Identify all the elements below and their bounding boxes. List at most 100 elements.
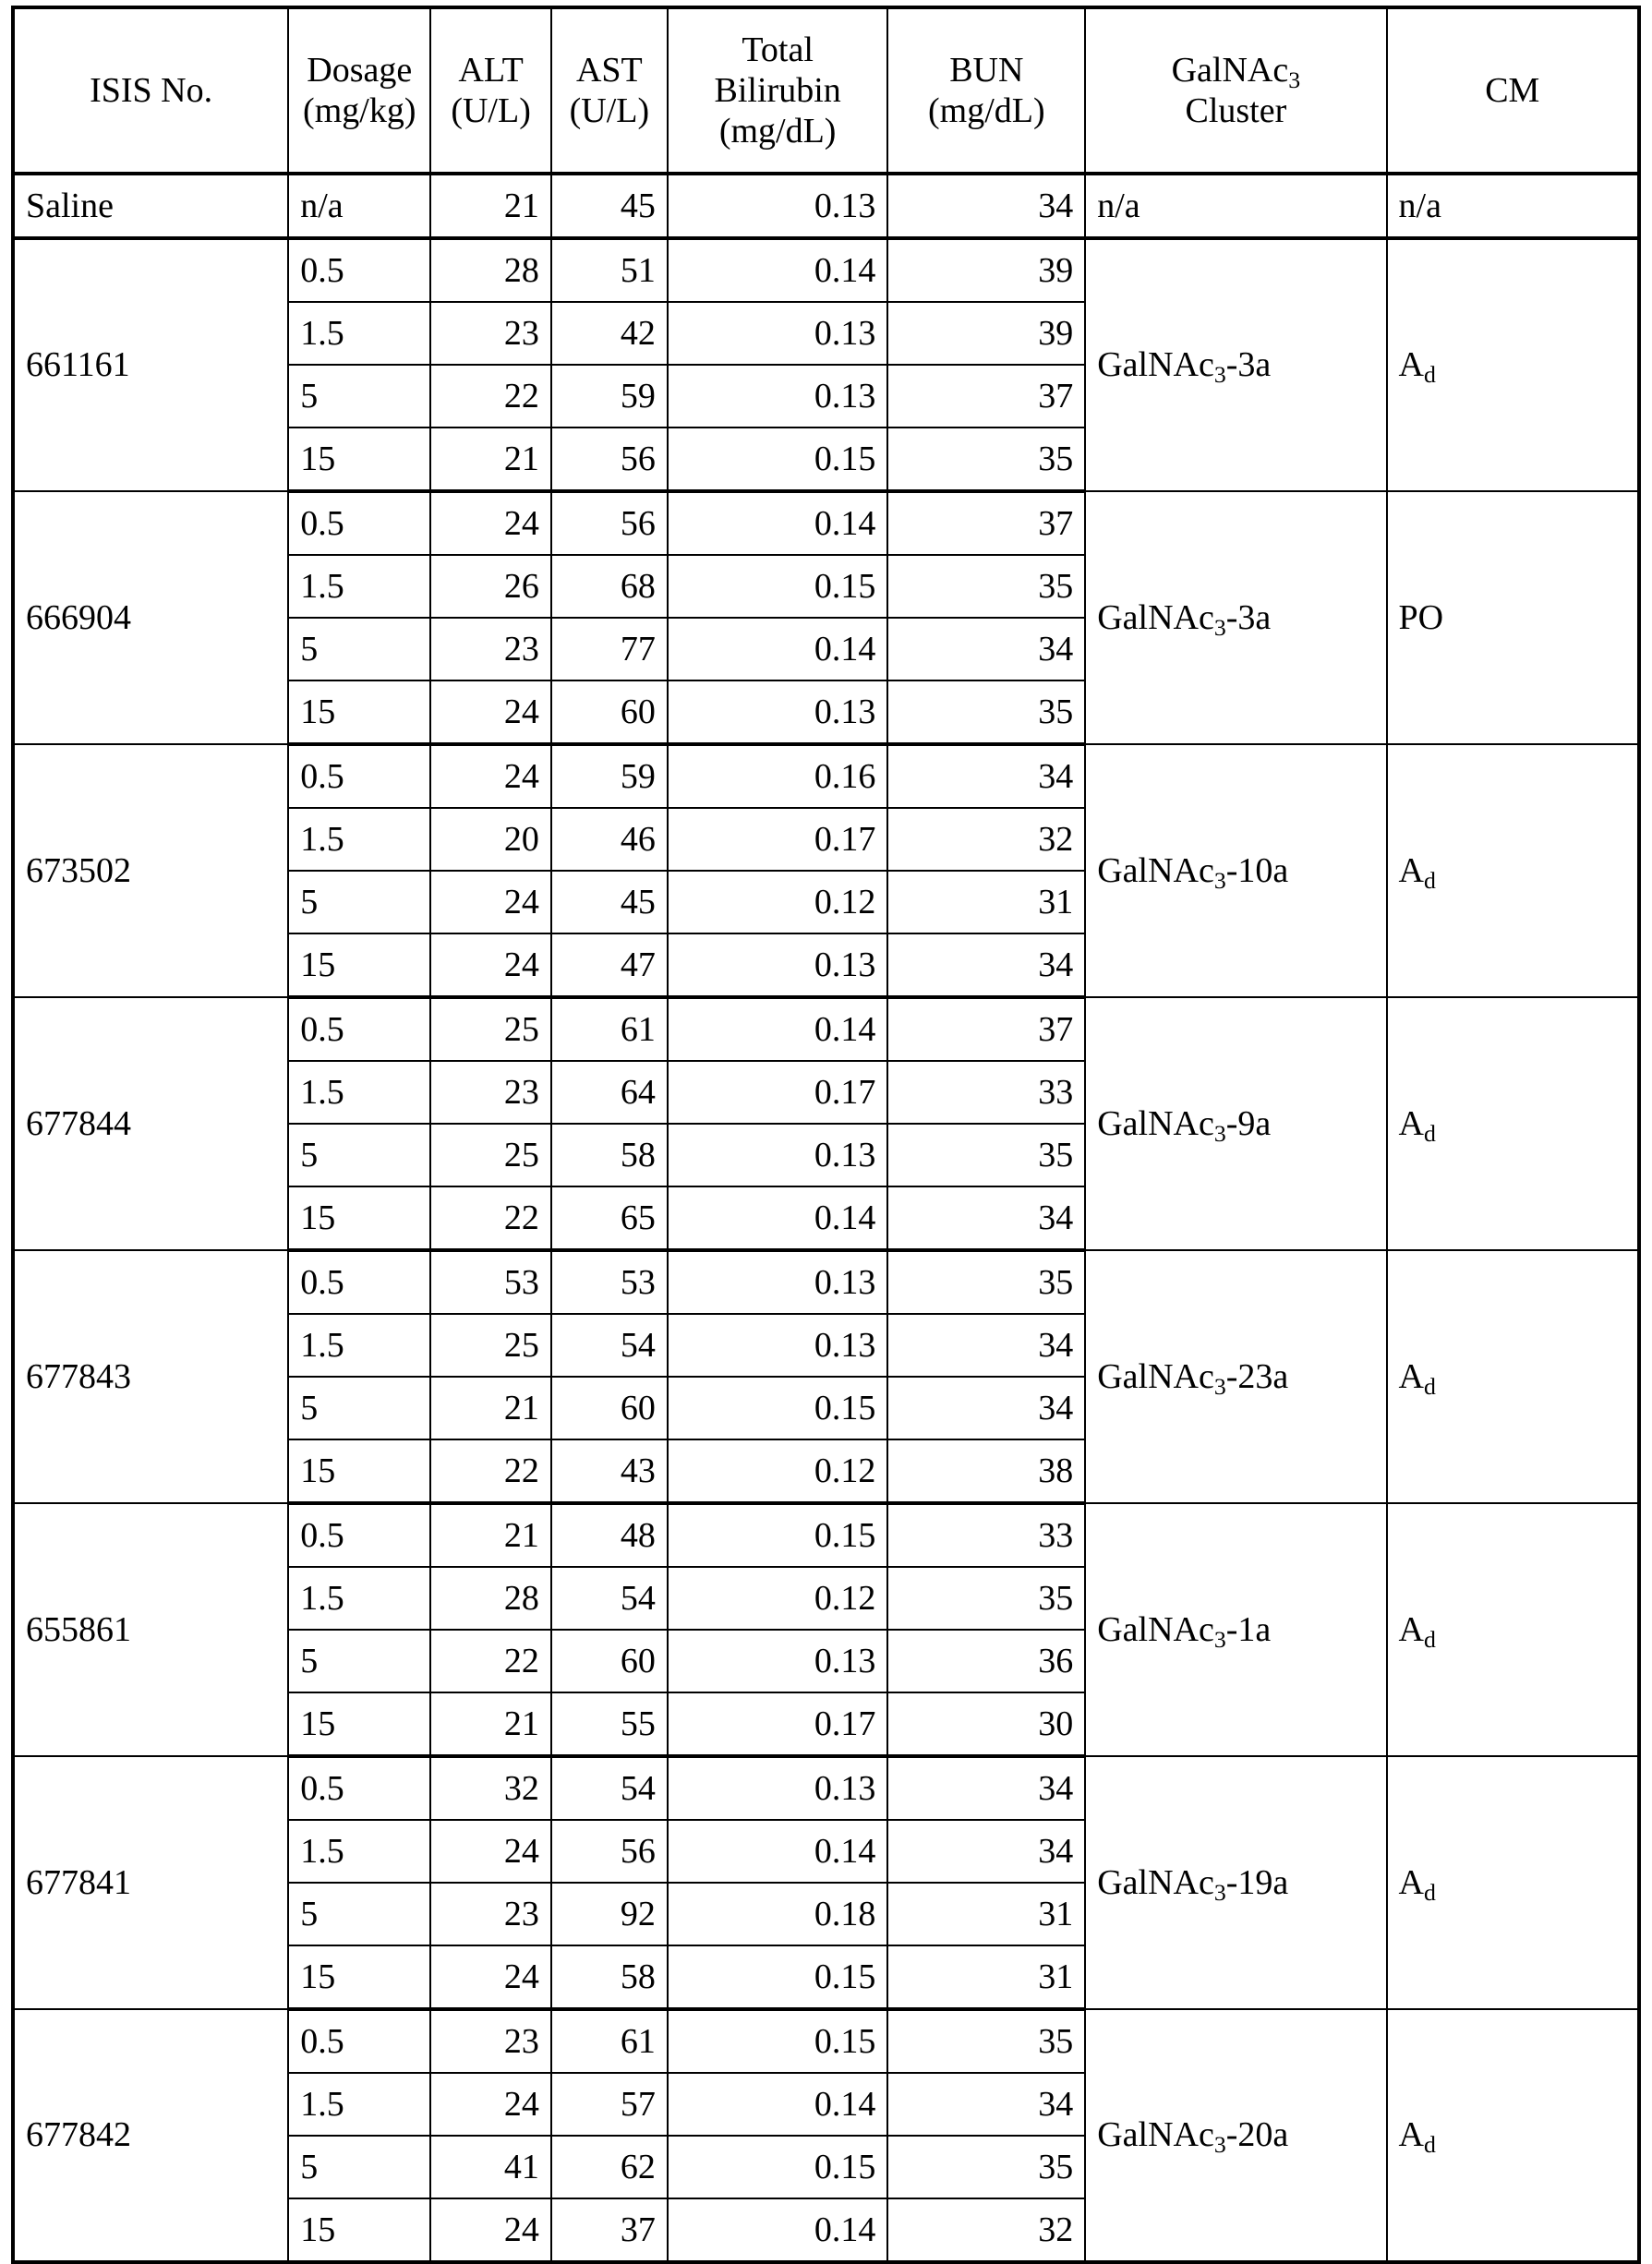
toxicology-table: ISIS No. Dosage (mg/kg) ALT (U/L) AST (U… <box>11 6 1641 2264</box>
cell-bun: 39 <box>887 302 1085 365</box>
cell-isis-no: 673502 <box>13 744 288 997</box>
cell-alt: 25 <box>430 997 551 1061</box>
cell-isis-no: 677841 <box>13 1756 288 2009</box>
cell-ast: 56 <box>551 1820 668 1883</box>
cell-alt: 22 <box>430 1630 551 1692</box>
cell-total-bilirubin: 0.17 <box>668 1061 888 1124</box>
galnac-cluster-suffix: -9a <box>1226 1104 1272 1143</box>
galnac-cluster-text: GalNAc <box>1097 851 1214 890</box>
cell-ast: 92 <box>551 1883 668 1945</box>
cm-text: A <box>1399 345 1424 384</box>
cell-alt: 23 <box>430 302 551 365</box>
galnac-cluster-subscript: 3 <box>1214 361 1226 388</box>
galnac-cluster-text: GalNAc <box>1097 1610 1214 1649</box>
cell-ast: 55 <box>551 1692 668 1756</box>
cell-alt: 21 <box>430 1377 551 1439</box>
header-cluster-line2: Cluster <box>1097 90 1374 131</box>
cell-bun: 36 <box>887 1630 1085 1692</box>
cell-cm: Ad <box>1387 997 1639 1250</box>
cm-subscript: d <box>1424 1120 1436 1147</box>
cell-bun: 34 <box>887 1377 1085 1439</box>
cell-dosage: 0.5 <box>288 997 430 1061</box>
cell-ast: 62 <box>551 2136 668 2198</box>
cell-bun: 35 <box>887 1567 1085 1630</box>
cell-total-bilirubin: 0.13 <box>668 1250 888 1314</box>
cell-dosage: 15 <box>288 933 430 997</box>
cell-total-bilirubin: 0.14 <box>668 1186 888 1250</box>
cell-bun: 35 <box>887 2136 1085 2198</box>
galnac-cluster-suffix: -20a <box>1226 2115 1289 2154</box>
cell-galnac-cluster: n/a <box>1085 174 1386 238</box>
cell-bun: 34 <box>887 618 1085 680</box>
galnac-cluster-text: GalNAc <box>1097 1863 1214 1902</box>
cell-galnac-cluster: GalNAc3-3a <box>1085 238 1386 491</box>
header-row: ISIS No. Dosage (mg/kg) ALT (U/L) AST (U… <box>13 7 1639 174</box>
cell-total-bilirubin: 0.14 <box>668 618 888 680</box>
cell-dosage: 15 <box>288 1945 430 2009</box>
galnac-cluster-subscript: 3 <box>1214 614 1226 641</box>
cell-alt: 21 <box>430 1503 551 1567</box>
cell-bun: 31 <box>887 1883 1085 1945</box>
cell-alt: 28 <box>430 1567 551 1630</box>
cm-label: Ad <box>1399 1863 1436 1902</box>
cell-isis-no: 655861 <box>13 1503 288 1756</box>
cell-galnac-cluster: GalNAc3-19a <box>1085 1756 1386 2009</box>
cell-alt: 23 <box>430 1061 551 1124</box>
cell-total-bilirubin: 0.12 <box>668 1567 888 1630</box>
cell-dosage: 5 <box>288 618 430 680</box>
column-header-ast: AST (U/L) <box>551 7 668 174</box>
cell-bun: 31 <box>887 1945 1085 2009</box>
column-header-total-bilirubin: Total Bilirubin (mg/dL) <box>668 7 888 174</box>
galnac-cluster-text: GalNAc <box>1097 345 1214 384</box>
galnac-cluster-label: GalNAc3-3a <box>1097 345 1271 384</box>
cm-subscript: d <box>1424 1626 1436 1653</box>
cell-isis-no: 666904 <box>13 491 288 744</box>
cell-cm: Ad <box>1387 744 1639 997</box>
galnac-cluster-subscript: 3 <box>1214 1373 1226 1400</box>
cell-cm: Ad <box>1387 1503 1639 1756</box>
cell-ast: 54 <box>551 1567 668 1630</box>
cell-alt: 21 <box>430 174 551 238</box>
galnac-cluster-subscript: 3 <box>1214 2131 1226 2158</box>
cell-dosage: 15 <box>288 2198 430 2262</box>
cell-ast: 56 <box>551 491 668 555</box>
cell-bun: 33 <box>887 1061 1085 1124</box>
cell-dosage: 1.5 <box>288 1314 430 1377</box>
cell-total-bilirubin: 0.17 <box>668 1692 888 1756</box>
galnac-cluster-label: GalNAc3-23a <box>1097 1357 1288 1396</box>
cell-dosage: 1.5 <box>288 808 430 871</box>
cell-dosage: 5 <box>288 1630 430 1692</box>
header-alt-line1: ALT <box>442 50 539 90</box>
table-row: 6669040.524560.1437GalNAc3-3aPO <box>13 491 1639 555</box>
galnac-cluster-suffix: -23a <box>1226 1357 1289 1396</box>
cell-total-bilirubin: 0.13 <box>668 1630 888 1692</box>
cell-total-bilirubin: 0.14 <box>668 2198 888 2262</box>
cell-total-bilirubin: 0.14 <box>668 491 888 555</box>
cell-ast: 56 <box>551 428 668 491</box>
header-bun-line2: (mg/dL) <box>899 90 1073 131</box>
cell-bun: 34 <box>887 1756 1085 1820</box>
cell-bun: 34 <box>887 2073 1085 2136</box>
cell-bun: 35 <box>887 428 1085 491</box>
cell-ast: 48 <box>551 1503 668 1567</box>
header-alt-line2: (U/L) <box>442 90 539 131</box>
cell-ast: 58 <box>551 1945 668 2009</box>
galnac-cluster-subscript: 3 <box>1214 1626 1226 1653</box>
cell-bun: 32 <box>887 2198 1085 2262</box>
cell-bun: 37 <box>887 491 1085 555</box>
cm-subscript: d <box>1424 1879 1436 1906</box>
cm-text: A <box>1399 1357 1424 1396</box>
cm-subscript: d <box>1424 361 1436 388</box>
cell-galnac-cluster: GalNAc3-20a <box>1085 2009 1386 2262</box>
galnac-cluster-suffix: -3a <box>1226 598 1272 637</box>
cell-ast: 45 <box>551 871 668 933</box>
cell-alt: 20 <box>430 808 551 871</box>
cell-ast: 61 <box>551 2009 668 2073</box>
cell-alt: 53 <box>430 1250 551 1314</box>
cell-alt: 24 <box>430 871 551 933</box>
cell-total-bilirubin: 0.13 <box>668 680 888 744</box>
header-tbili-line2: Bilirubin <box>680 70 876 111</box>
cell-ast: 77 <box>551 618 668 680</box>
cell-dosage: 1.5 <box>288 302 430 365</box>
table-row: 6778440.525610.1437GalNAc3-9aAd <box>13 997 1639 1061</box>
